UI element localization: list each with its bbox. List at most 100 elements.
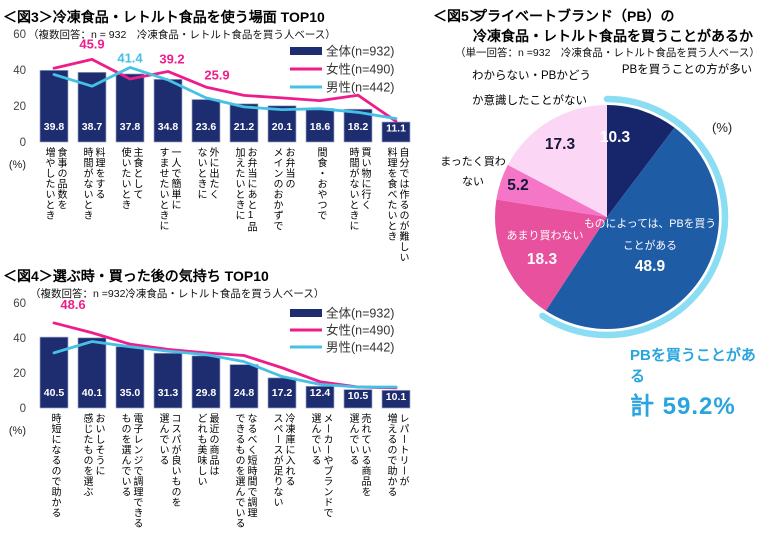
category-label: レパートリーが 増えるので助かる: [385, 413, 408, 497]
fig5-title: プライベートブランド（PB）の 冷凍食品・レトルト食品を買うことがあるか: [473, 6, 753, 46]
fig4-subtitle: （複数回答：n =932冷凍食品・レトルト食品を買う人ベース）: [30, 288, 325, 300]
bar: [191, 355, 221, 409]
pie-label-never-buy: まったく買わない: [440, 156, 506, 188]
category-label: 外に出たく ないときに: [195, 147, 218, 200]
pie-slice: [507, 105, 607, 217]
legend-female-swatch: [290, 67, 322, 71]
legend-male-swatch: [290, 345, 322, 349]
legend-label: 男性(n=442): [326, 81, 394, 95]
fig3-plot: 0 20 40 60 (%) 39.8 38.7 37.8 34.8 23.6 21.2 20.1 18…: [9, 29, 411, 171]
bar-value-label: 11.1: [386, 123, 406, 135]
y-axis-tick: 40: [13, 65, 26, 77]
category-label: 自分では作るのが難しい 料理を食べたいとき: [385, 147, 408, 263]
bar: [381, 389, 411, 409]
legend-label: 女性(n=490): [326, 323, 394, 338]
bar-value-label: 39.8: [44, 121, 65, 133]
fig3-title: ＜図3＞冷凍食品・レトルト食品を使う場面 TOP10: [3, 9, 325, 25]
legend-label: 全体(n=932): [326, 306, 394, 321]
category-label: お弁当の メインのおかずで: [271, 147, 294, 231]
bar-value-label: 23.6: [196, 121, 217, 133]
legend-bar-swatch: [290, 309, 322, 317]
category-label: メーカーやブランドで 選んでいる: [309, 413, 332, 518]
category-label: おいしそうに 感じたものを選ぶ: [81, 413, 104, 497]
bar-value-label: 18.2: [348, 121, 369, 133]
category-label: 時短になるので助かる: [49, 413, 60, 518]
category-label: 売れている商品を 選んでいる: [347, 413, 370, 497]
category-label: 最近の商品は どれも美味しい: [195, 413, 218, 487]
fig4-plot: 0 20 40 60 (%) 40.5 40.1 35.0 31.3 29.8 24.8 17.2 12…: [9, 297, 411, 437]
legend-label: 男性(n=442): [326, 341, 394, 355]
bar: [115, 346, 145, 409]
category-label: 料理をする 時間がないとき: [81, 147, 104, 221]
pie-highlight-arc: [539, 95, 729, 339]
category-label: 電子レンジで調理できる ものを選んでいる: [119, 413, 142, 529]
bar: [267, 105, 297, 143]
pie-total-value: 計 59.2%: [630, 393, 736, 420]
line-annotation: 25.9: [204, 67, 229, 82]
pie-slice: [607, 105, 675, 217]
pie-unit-label: (%): [712, 120, 733, 135]
pie-slice-value: 5.2: [507, 177, 529, 194]
fig5-title-line2: 冷凍食品・レトルト食品を買うことがあるか: [473, 28, 753, 44]
bar: [305, 108, 335, 143]
y-axis-tick: 60: [13, 298, 26, 310]
pie-slice-label: あまり買わない: [507, 229, 584, 242]
bar-value-label: 38.7: [82, 121, 103, 133]
bar-value-label: 17.2: [272, 387, 293, 399]
bar: [191, 99, 221, 143]
pie-slice-label: ものによっては、PBを買う: [584, 217, 716, 230]
line-annotation: 41.4: [117, 50, 143, 65]
line-annotation: 45.9: [79, 36, 104, 51]
pie-total-label: PBを買うことがある: [630, 347, 756, 385]
y-axis-tick: 40: [13, 333, 26, 345]
pie-slice-value: 48.9: [635, 258, 666, 275]
bar-value-label: 10.1: [386, 391, 407, 403]
category-label: 冷凍庫に入れる スペースが足りない: [271, 413, 294, 508]
bar-value-label: 31.3: [158, 387, 179, 399]
bar: [229, 103, 259, 143]
fig5-subtitle: （単一回答：n =932 冷凍食品・レトルト食品を買う人ベース）: [455, 47, 760, 59]
y-axis-tick: 0: [20, 403, 26, 415]
pie-label-mostly-pb: PBを買うことの方が多い: [621, 64, 753, 76]
legend-female-swatch: [290, 328, 322, 332]
pie-label-unknown: わからない・PBかどうか意識したことがない: [472, 70, 591, 107]
bar-value-label: 21.2: [234, 121, 255, 133]
fig5-title-line1: プライベートブランド（PB）の: [473, 8, 675, 24]
bar: [229, 364, 259, 409]
bar-value-label: 40.1: [82, 387, 103, 399]
legend-bar-swatch: [290, 47, 322, 55]
pie-slice-label: ことがある: [623, 238, 677, 252]
fig5-pie: 10.3 ものによっては、PBを買うことがある 48.9 あまり買わない 18.3 5.2…: [495, 95, 729, 339]
bar: [343, 389, 373, 409]
bar-value-label: 24.8: [234, 387, 255, 399]
pie-slice: [495, 199, 607, 311]
legend-label: 全体(n=932): [326, 44, 394, 59]
pie-slice-value: 18.3: [527, 251, 558, 268]
bar-value-label: 12.4: [310, 387, 331, 399]
y-axis-tick: 60: [13, 29, 26, 41]
bar-value-label: 29.8: [196, 387, 217, 399]
category-label: なるべく短時間で調理 できるものを選んでいる: [233, 413, 256, 529]
male-line: [52, 66, 398, 120]
fig4-title: ＜図4＞選ぶ時・買った後の気持ち TOP10: [3, 268, 269, 284]
category-label: お弁当にあと1品 加えたいときに: [233, 147, 256, 232]
pie-slice: [545, 127, 720, 330]
bar: [153, 352, 183, 409]
y-axis-tick: 20: [13, 368, 26, 380]
bar-value-label: 18.6: [310, 121, 331, 133]
bar-value-label: 20.1: [272, 121, 293, 133]
category-label: 買い物に行く 時間がないときに: [347, 147, 370, 231]
category-label: 食事の品数を 増やしたいとき: [43, 147, 66, 221]
pie-slice: [496, 164, 607, 217]
bar-value-label: 34.8: [158, 121, 179, 133]
y-axis-tick: 0: [20, 137, 26, 149]
bar: [115, 73, 145, 143]
bar: [305, 385, 335, 409]
y-axis-unit: (%): [9, 159, 26, 171]
bar-value-label: 10.5: [348, 390, 369, 402]
pie-slice-value: 10.3: [600, 129, 631, 146]
pie-total-note: PBを買うことがある 計 59.2%: [630, 344, 760, 421]
line-annotation: 48.6: [60, 297, 85, 312]
y-axis-unit: (%): [9, 425, 26, 437]
